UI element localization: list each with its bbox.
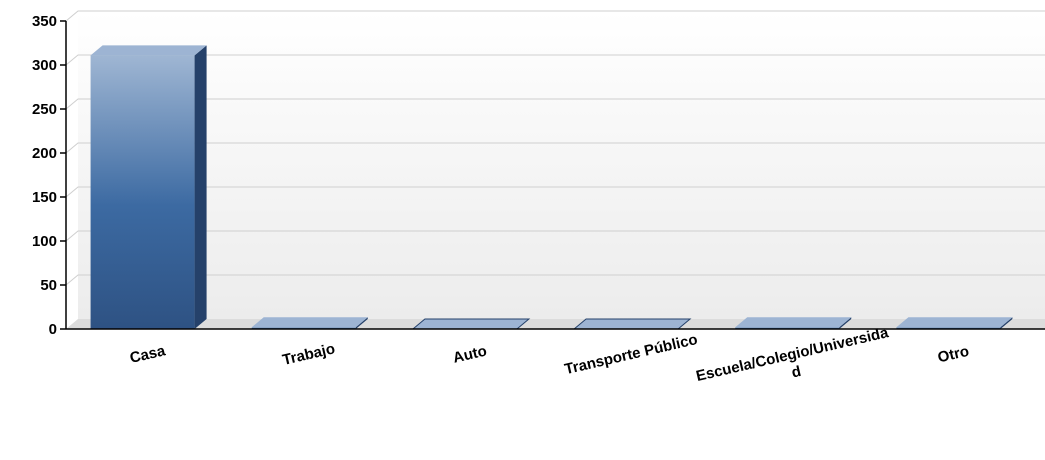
bar	[896, 317, 1013, 329]
x-tick-label: Casa	[128, 342, 167, 367]
x-tick-label: Auto	[451, 342, 488, 366]
bar-top	[896, 317, 1013, 328]
x-tick-label: Otro	[936, 343, 971, 367]
x-tick-label: Trabajo	[281, 340, 337, 369]
bar-front	[251, 327, 356, 329]
bar-front	[90, 55, 195, 329]
bar	[90, 45, 207, 329]
y-tick-label: 100	[32, 233, 57, 250]
bar-side	[194, 45, 207, 329]
bar	[572, 318, 692, 330]
y-tick-label: 0	[49, 321, 57, 338]
bar-top	[411, 318, 531, 330]
bar-front	[735, 327, 840, 329]
x-tick-label: Transporte Público	[563, 331, 699, 378]
gridline	[65, 10, 1045, 22]
gridline	[65, 142, 1045, 154]
bar-top	[572, 318, 692, 330]
y-tick-label: 250	[32, 101, 57, 118]
bar	[411, 318, 531, 330]
gridline	[65, 54, 1045, 66]
gridline	[65, 274, 1045, 286]
bar-top	[735, 317, 852, 328]
gridline	[65, 186, 1045, 198]
bar-top	[251, 317, 368, 328]
bar-side	[1000, 317, 1013, 329]
bar-side	[839, 317, 852, 329]
y-tick-label: 350	[32, 13, 57, 30]
bar-top	[90, 45, 207, 56]
plot-background	[78, 11, 1045, 319]
gridline	[65, 98, 1045, 110]
y-tick-label: 150	[32, 189, 57, 206]
y-tick-label: 50	[40, 277, 57, 294]
y-tick-label: 200	[32, 145, 57, 162]
y-tick-label: 300	[32, 57, 57, 74]
bar	[251, 317, 368, 329]
x-tick-label: Escuela/Colegio/Universidad	[694, 324, 894, 403]
bar	[735, 317, 852, 329]
bar-front	[896, 327, 1001, 329]
gridline	[65, 230, 1045, 242]
bar-side	[355, 317, 368, 329]
